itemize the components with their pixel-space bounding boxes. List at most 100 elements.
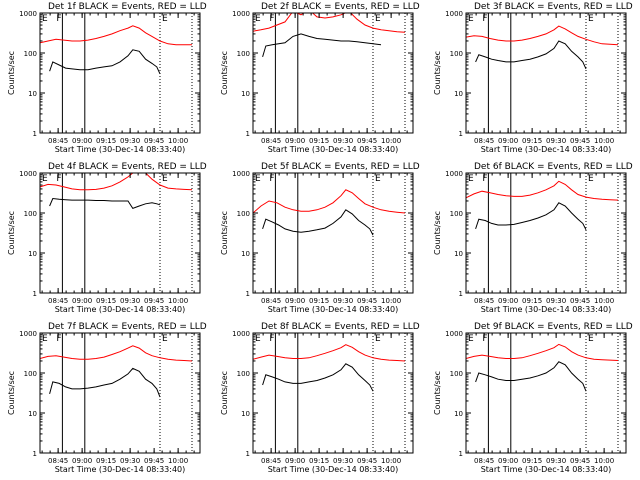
x-tick-label: 10:00 [381,297,401,305]
x-tick-label: 09:15 [96,137,116,145]
x-tick-label: 09:00 [285,137,305,145]
panel-title: Det 3f BLACK = Events, RED = LLD [474,2,633,12]
x-axis-label: Start Time (30-Dec-14 08:33:40) [55,305,186,314]
x-tick-label: 09:30 [333,457,353,465]
lld-series-line [466,343,619,361]
x-tick-label: 08:45 [261,137,281,145]
events-series-line [475,40,587,70]
x-tick-label: 09:30 [546,137,566,145]
interval-marker: E [468,174,474,184]
y-tick-label: 1 [246,130,250,138]
interval-marker: E [468,334,474,344]
y-tick-label: 10 [28,410,37,418]
panel-title: Det 1f BLACK = Events, RED = LLD [48,2,207,12]
interval-marker: E [162,334,168,344]
y-tick-label: 1000 [232,330,250,338]
panel-title: Det 2f BLACK = Events, RED = LLD [261,2,420,12]
interval-marker: E [162,14,168,24]
interval-marker: E [375,14,381,24]
lld-series-line [40,345,193,362]
y-axis-label: Counts/sec [220,211,229,255]
x-tick-label: 08:45 [48,137,68,145]
interval-marker: E [255,14,261,24]
x-tick-label: 09:00 [285,297,305,305]
y-tick-label: 1000 [19,10,37,18]
x-axis-label: Start Time (30-Dec-14 08:33:40) [268,305,399,314]
y-tick-label: 100 [450,370,463,378]
x-tick-label: 08:45 [48,457,68,465]
y-axis-label: Counts/sec [7,211,16,255]
y-tick-label: 1 [33,450,37,458]
x-tick-label: 09:30 [333,137,353,145]
lld-series-line [253,189,406,214]
interval-marker: E [162,174,168,184]
x-tick-label: 10:00 [381,457,401,465]
x-tick-label: 09:30 [120,297,140,305]
events-series-line [49,367,161,398]
lld-series-line [466,25,619,46]
y-tick-label: 1000 [232,170,250,178]
interval-marker: F [56,334,61,344]
x-tick-label: 09:45 [357,457,377,465]
interval-marker: F [482,334,487,344]
plot-frame [252,172,414,294]
y-tick-label: 10 [28,250,37,258]
plot-frame [39,332,201,454]
interval-marker: E [255,174,261,184]
x-axis-label: Start Time (30-Dec-14 08:33:40) [55,145,186,154]
x-tick-label: 09:15 [309,137,329,145]
x-tick-label: 09:15 [522,297,542,305]
x-tick-label: 09:45 [357,137,377,145]
interval-marker: E [468,14,474,24]
x-tick-label: 08:45 [48,297,68,305]
interval-marker: F [269,334,274,344]
y-tick-label: 10 [241,250,250,258]
x-tick-label: 09:30 [120,457,140,465]
x-tick-label: 09:30 [546,457,566,465]
x-tick-label: 09:45 [144,297,164,305]
lld-series-line [40,25,192,46]
x-tick-label: 08:45 [474,137,494,145]
y-tick-label: 100 [450,50,463,58]
events-series-line [475,202,587,231]
interval-marker: F [482,174,487,184]
x-tick-label: 09:00 [72,297,92,305]
events-series-line [49,197,161,210]
plot-frame [465,332,627,454]
plot-frame [39,12,201,134]
y-tick-label: 1 [246,290,250,298]
y-tick-label: 1000 [445,330,463,338]
x-tick-label: 09:45 [570,297,590,305]
y-axis-label: Counts/sec [7,371,16,415]
x-axis-label: Start Time (30-Dec-14 08:33:40) [268,145,399,154]
x-tick-label: 09:45 [144,137,164,145]
y-tick-label: 1 [246,450,250,458]
y-tick-label: 1000 [445,10,463,18]
y-tick-label: 100 [450,210,463,218]
x-tick-label: 10:00 [381,137,401,145]
y-tick-label: 10 [28,90,37,98]
x-tick-label: 09:15 [522,457,542,465]
interval-marker: E [375,174,381,184]
x-axis-label: Start Time (30-Dec-14 08:33:40) [481,305,612,314]
lld-series-line [253,344,406,362]
events-series-line [49,49,161,75]
interval-marker: F [56,14,61,24]
x-tick-label: 09:00 [285,457,305,465]
x-axis-label: Start Time (30-Dec-14 08:33:40) [481,465,612,474]
y-tick-label: 1 [459,130,463,138]
x-tick-label: 09:30 [333,297,353,305]
events-series-line [262,209,374,236]
x-tick-label: 10:00 [594,457,614,465]
x-axis-label: Start Time (30-Dec-14 08:33:40) [481,145,612,154]
x-axis-label: Start Time (30-Dec-14 08:33:40) [55,465,186,474]
x-tick-label: 08:45 [261,457,281,465]
x-tick-label: 08:45 [474,297,494,305]
x-tick-label: 09:00 [72,137,92,145]
